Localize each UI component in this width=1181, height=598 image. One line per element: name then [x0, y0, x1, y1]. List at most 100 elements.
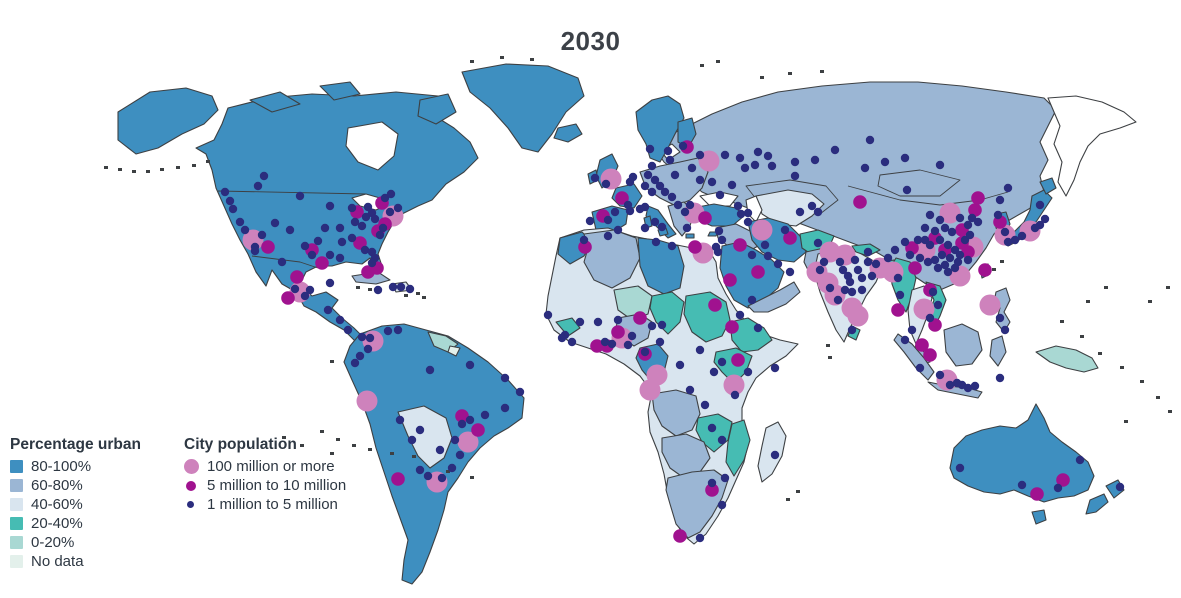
- urban-swatch-icon: [10, 460, 23, 473]
- city-dot-medium: [688, 240, 702, 254]
- city-dot-small: [643, 170, 653, 180]
- city-dot-small: [357, 221, 367, 231]
- city-dot-small: [590, 173, 600, 183]
- region-arctic-island-1: [249, 91, 301, 113]
- island-speck: [206, 160, 210, 163]
- island-speck: [336, 438, 340, 441]
- city-dot-small: [743, 208, 753, 218]
- city-dot-small: [967, 213, 977, 223]
- city-dot-small: [843, 271, 853, 281]
- city-dot-small: [815, 265, 825, 275]
- city-dot-small: [747, 295, 757, 305]
- city-dot-small: [709, 367, 719, 377]
- city-dot-small: [900, 335, 910, 345]
- city-dot-small: [760, 240, 770, 250]
- city-dot-small: [945, 253, 955, 263]
- city-dot-small: [770, 363, 780, 373]
- city-dot-medium: [391, 472, 405, 486]
- city-dot-small: [300, 291, 310, 301]
- city-dot-small: [902, 185, 912, 195]
- city-dot-medium: [731, 353, 745, 367]
- island-speck: [820, 70, 824, 73]
- city-dot-small: [393, 325, 403, 335]
- city-dot-small: [635, 204, 645, 214]
- city-dot-medium: [290, 270, 304, 284]
- city-dot-medium: [915, 338, 929, 352]
- city-dot-small: [1003, 237, 1013, 247]
- city-dot-small: [850, 255, 860, 265]
- city-dot-small: [833, 295, 843, 305]
- city-dot-small: [928, 287, 938, 297]
- city-dot-small: [905, 250, 915, 260]
- city-dot-large: [847, 305, 869, 327]
- city-dot-small: [933, 263, 943, 273]
- city-dot-small: [610, 207, 620, 217]
- city-dot-small: [423, 471, 433, 481]
- city-dot-small: [225, 196, 235, 206]
- city-dot-small: [396, 282, 406, 292]
- city-dot-small: [993, 210, 1003, 220]
- city-dot-small: [367, 258, 377, 268]
- city-dot-small: [715, 190, 725, 200]
- city-dot-small: [320, 223, 330, 233]
- region-mongolia-border: [877, 169, 961, 197]
- island-speck: [1000, 260, 1004, 263]
- city-dot-small: [819, 257, 829, 267]
- city-dot-small: [678, 141, 688, 151]
- legend-urban-items: 80-100% 60-80% 40-60% 20-40% 0-20% No data: [10, 457, 158, 571]
- legend-label: 1 million to 5 million: [207, 496, 338, 513]
- city-dot-small: [307, 250, 317, 260]
- city-dot-small: [285, 225, 295, 235]
- city-dot-small: [650, 175, 660, 185]
- city-dot-small: [295, 191, 305, 201]
- city-dot-small: [943, 240, 953, 250]
- island-speck: [470, 476, 474, 479]
- city-dot-medium: [968, 203, 982, 217]
- city-dot-small: [685, 200, 695, 210]
- city-dot-small: [767, 161, 777, 171]
- city-dot-small: [707, 177, 717, 187]
- city-dot-small: [480, 410, 490, 420]
- legend-item: 0-20%: [10, 533, 158, 552]
- city-dot-small: [995, 313, 1005, 323]
- city-dot-small: [883, 253, 893, 263]
- region-crete: [685, 233, 695, 239]
- island-speck: [1086, 300, 1090, 303]
- legend-item: 20-40%: [10, 514, 158, 533]
- island-speck: [1156, 396, 1160, 399]
- city-dot-small: [325, 201, 335, 211]
- city-dot-icon: [187, 501, 194, 508]
- city-dot-small: [465, 415, 475, 425]
- city-dot-medium: [315, 256, 329, 270]
- city-dot-small: [920, 235, 930, 245]
- city-dot-small: [378, 223, 388, 233]
- city-dot-small: [682, 223, 692, 233]
- city-dot-small: [810, 155, 820, 165]
- urban-swatch-icon: [10, 517, 23, 530]
- island-speck: [368, 288, 372, 291]
- island-speck: [412, 455, 416, 458]
- island-speck: [992, 268, 996, 271]
- legend-item: 100 million or more: [184, 457, 346, 476]
- city-dot-small: [743, 217, 753, 227]
- city-dot-small: [437, 473, 447, 483]
- city-dot-small: [813, 207, 823, 217]
- island-speck: [1140, 380, 1144, 383]
- region-finland: [677, 117, 697, 149]
- city-dot-small: [963, 383, 973, 393]
- city-dot-small: [257, 230, 267, 240]
- city-dot-small: [773, 259, 783, 269]
- city-dot-small: [687, 163, 697, 173]
- city-dot-small: [955, 463, 965, 473]
- city-dot-small: [970, 381, 980, 391]
- map-title: 2030: [560, 26, 621, 56]
- city-dot-small: [937, 250, 947, 260]
- city-dot-medium: [611, 325, 625, 339]
- legend-city-items: 100 million or more 5 million to 10 milli…: [184, 457, 346, 514]
- island-speck: [300, 444, 304, 447]
- city-dot-small: [663, 146, 673, 156]
- legend-label: 40-60%: [31, 496, 83, 513]
- city-dot-small: [720, 473, 730, 483]
- city-dot-small: [847, 325, 857, 335]
- city-dot-small: [323, 305, 333, 315]
